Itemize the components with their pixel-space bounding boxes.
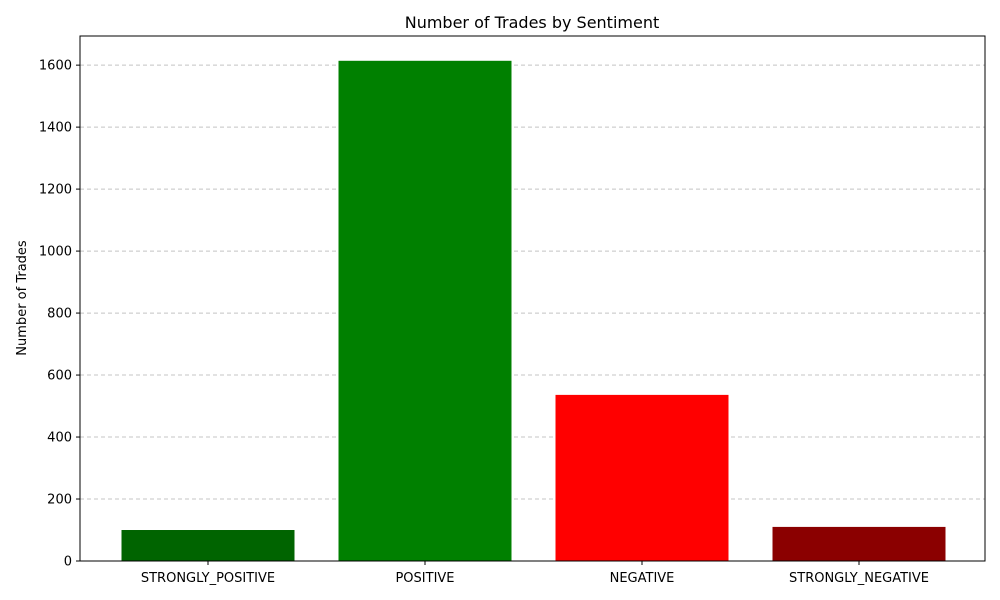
y-tick-label: 400 (47, 431, 72, 446)
y-tick-label: 800 (47, 307, 72, 322)
bar-strongly-positive (121, 530, 295, 561)
y-tick-label: 1200 (39, 183, 72, 198)
x-tick-label: STRONGLY_NEGATIVE (789, 571, 929, 586)
y-tick-label: 0 (64, 555, 72, 570)
x-tick-label: STRONGLY_POSITIVE (141, 571, 275, 586)
y-tick-label: 1000 (39, 245, 72, 260)
axes-frame (79, 35, 986, 562)
y-tick-label: 200 (47, 493, 72, 508)
bars (121, 60, 946, 561)
y-tick-label: 1600 (39, 59, 72, 74)
y-axis-ticks: 0 200 400 600 800 1000 1200 1400 1600 (39, 59, 80, 570)
x-tick-label: POSITIVE (395, 571, 454, 586)
y-tick-label: 1400 (39, 121, 72, 136)
bar-negative (555, 394, 729, 561)
bar-positive (338, 60, 512, 561)
x-axis-ticks: STRONGLY_POSITIVE POSITIVE NEGATIVE STRONGL… (141, 561, 929, 586)
x-tick-label: NEGATIVE (610, 571, 675, 586)
chart-title: Number of Trades by Sentiment (405, 13, 660, 32)
y-tick-label: 600 (47, 369, 72, 384)
gridlines (80, 64, 985, 500)
y-axis-label: Number of Trades (15, 240, 30, 356)
bar-strongly-negative (772, 526, 946, 561)
